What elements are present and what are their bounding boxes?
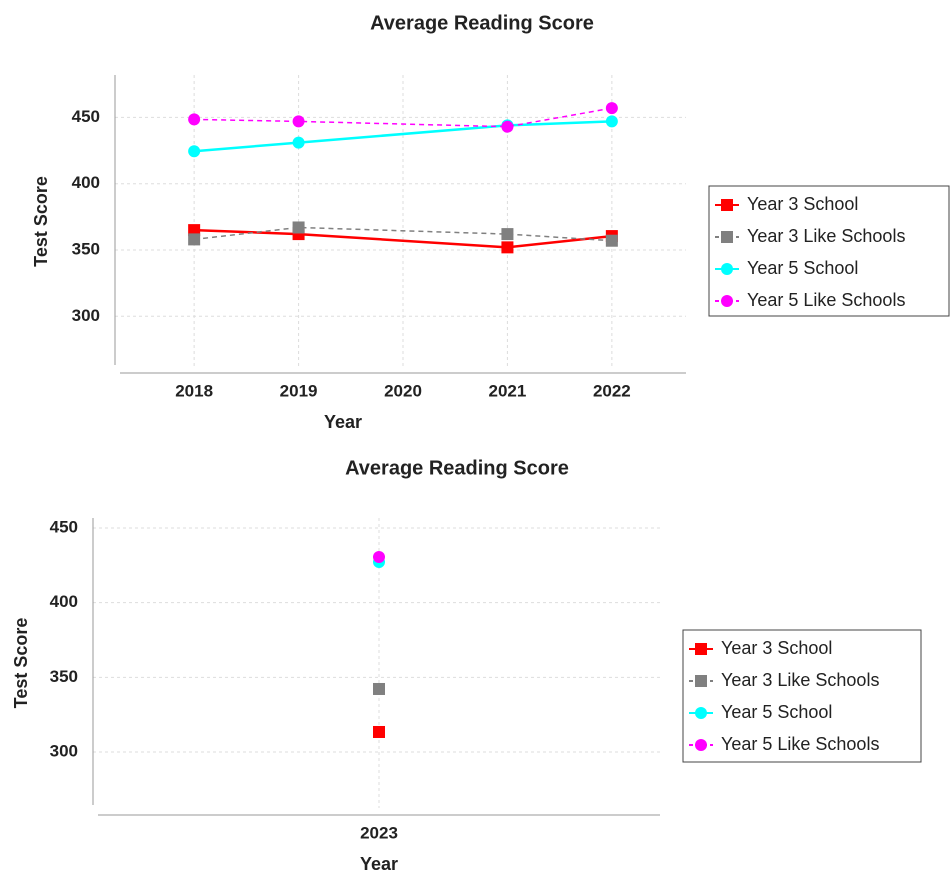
legend-label: Year 3 School: [747, 194, 858, 214]
data-point: [188, 145, 201, 158]
legend-label: Year 3 Like Schools: [747, 226, 905, 246]
series-line: [194, 107, 612, 128]
y-tick-label: 350: [72, 239, 100, 258]
y-tick-label: 450: [50, 517, 78, 536]
legend-marker: [721, 231, 733, 243]
legend-label: Year 3 School: [721, 638, 832, 658]
y-tick-label: 300: [72, 306, 100, 325]
data-point: [188, 113, 201, 126]
legend-marker: [721, 199, 733, 211]
series-line: [194, 226, 612, 242]
data-point: [501, 241, 514, 254]
data-point: [501, 228, 514, 241]
x-axis-label: Year: [324, 412, 362, 432]
legend-marker: [721, 295, 733, 307]
legend-label: Year 5 Like Schools: [747, 290, 905, 310]
legend-label: Year 3 Like Schools: [721, 670, 879, 690]
x-tick-label: 2022: [593, 381, 631, 400]
chart-title: Average Reading Score: [370, 12, 594, 34]
data-point: [605, 115, 618, 128]
x-axis-label: Year: [360, 854, 398, 874]
data-point: [188, 224, 201, 237]
legend-marker: [695, 739, 707, 751]
x-tick-label: 2019: [280, 381, 318, 400]
y-tick-label: 400: [50, 592, 78, 611]
y-axis-label: Test Score: [11, 618, 31, 709]
legend-marker: [695, 707, 707, 719]
data-point: [188, 233, 201, 246]
series-line: [194, 120, 612, 153]
legend-box: [682, 629, 922, 763]
legend-label: Year 5 School: [747, 258, 858, 278]
x-tick-label: 2021: [489, 381, 527, 400]
data-point: [292, 136, 305, 149]
data-point: [292, 115, 305, 128]
y-tick-label: 400: [72, 173, 100, 192]
x-tick-label: 2023: [360, 823, 398, 842]
data-point: [373, 682, 385, 695]
x-tick-label: 2020: [384, 381, 422, 400]
legend-marker: [695, 643, 707, 655]
legend-label: Year 5 School: [721, 702, 832, 722]
data-point: [292, 221, 305, 234]
legend-marker: [721, 263, 733, 275]
x-tick-label: 2018: [175, 381, 213, 400]
data-point: [501, 120, 514, 133]
legend-label: Year 5 Like Schools: [721, 734, 879, 754]
data-point: [605, 102, 618, 115]
data-point: [605, 234, 618, 247]
series-line: [194, 228, 612, 249]
chart-title: Average Reading Score: [345, 457, 569, 479]
y-axis-label: Test Score: [31, 176, 51, 267]
data-point: [373, 550, 385, 563]
y-tick-label: 300: [50, 741, 78, 760]
legend-marker: [695, 675, 707, 687]
data-point: [373, 725, 385, 738]
y-tick-label: 450: [72, 107, 100, 126]
legend-box: [708, 185, 950, 317]
y-tick-label: 350: [50, 667, 78, 686]
